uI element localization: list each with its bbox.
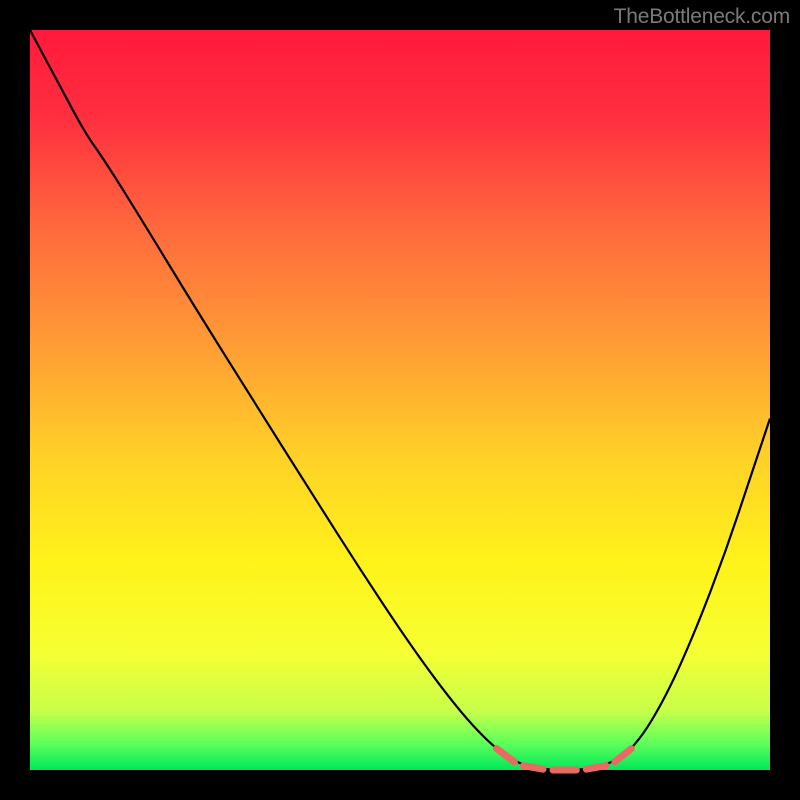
valley-marker-seg-1 bbox=[523, 766, 543, 769]
chart-plot-area bbox=[30, 30, 770, 770]
valley-marker-seg-3 bbox=[586, 766, 606, 769]
bottleneck-chart bbox=[0, 0, 800, 800]
chart-frame: TheBottleneck.com bbox=[0, 0, 800, 800]
watermark-label: TheBottleneck.com bbox=[614, 5, 790, 29]
